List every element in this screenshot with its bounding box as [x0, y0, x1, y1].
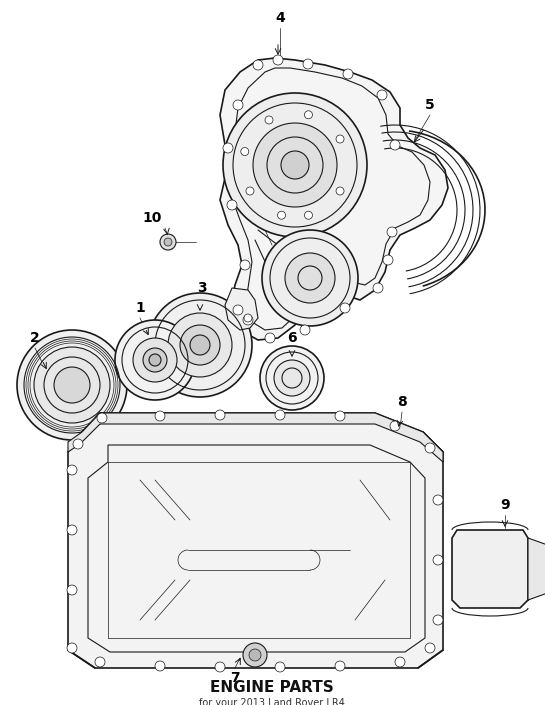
- Text: 1: 1: [135, 301, 145, 315]
- Circle shape: [223, 93, 367, 237]
- Circle shape: [275, 662, 285, 672]
- Circle shape: [67, 585, 77, 595]
- Polygon shape: [528, 538, 545, 600]
- Polygon shape: [452, 530, 528, 608]
- Circle shape: [67, 465, 77, 475]
- Circle shape: [390, 421, 400, 431]
- Circle shape: [277, 212, 286, 219]
- Circle shape: [390, 140, 400, 150]
- Circle shape: [148, 293, 252, 397]
- Circle shape: [17, 330, 127, 440]
- Circle shape: [340, 303, 350, 313]
- Circle shape: [180, 325, 220, 365]
- Circle shape: [253, 60, 263, 70]
- Circle shape: [425, 443, 435, 453]
- Circle shape: [281, 151, 309, 179]
- Circle shape: [335, 661, 345, 671]
- Circle shape: [262, 230, 358, 326]
- Circle shape: [305, 212, 312, 219]
- Circle shape: [164, 238, 172, 246]
- Circle shape: [249, 649, 261, 661]
- Text: 9: 9: [500, 498, 510, 512]
- Text: 3: 3: [197, 281, 207, 295]
- Circle shape: [377, 90, 387, 100]
- Circle shape: [300, 325, 310, 335]
- Circle shape: [253, 123, 337, 207]
- Circle shape: [155, 411, 165, 421]
- Circle shape: [115, 320, 195, 400]
- Circle shape: [265, 333, 275, 343]
- Polygon shape: [68, 413, 443, 668]
- Circle shape: [274, 360, 310, 396]
- Circle shape: [95, 657, 105, 667]
- Circle shape: [168, 313, 232, 377]
- Circle shape: [265, 116, 273, 124]
- Text: 6: 6: [287, 331, 297, 345]
- Circle shape: [343, 69, 353, 79]
- Circle shape: [433, 495, 443, 505]
- Circle shape: [387, 227, 397, 237]
- Circle shape: [373, 283, 383, 293]
- Circle shape: [34, 347, 110, 423]
- Circle shape: [215, 662, 225, 672]
- Circle shape: [243, 315, 253, 325]
- Circle shape: [54, 367, 90, 403]
- Circle shape: [143, 348, 167, 372]
- Circle shape: [233, 100, 243, 110]
- Text: 2: 2: [30, 331, 40, 345]
- Polygon shape: [68, 413, 443, 462]
- Text: 8: 8: [397, 395, 407, 409]
- Circle shape: [149, 354, 161, 366]
- Circle shape: [227, 200, 237, 210]
- Circle shape: [133, 338, 177, 382]
- Circle shape: [305, 111, 312, 118]
- Circle shape: [160, 234, 176, 250]
- Circle shape: [433, 615, 443, 625]
- Text: 5: 5: [425, 98, 435, 112]
- Circle shape: [433, 555, 443, 565]
- Text: 7: 7: [230, 671, 240, 685]
- Circle shape: [285, 253, 335, 303]
- Text: 10: 10: [142, 211, 162, 225]
- Circle shape: [425, 643, 435, 653]
- Circle shape: [275, 410, 285, 420]
- Circle shape: [67, 525, 77, 535]
- Circle shape: [73, 439, 83, 449]
- Circle shape: [215, 410, 225, 420]
- Circle shape: [395, 657, 405, 667]
- Text: ENGINE PARTS: ENGINE PARTS: [210, 680, 334, 695]
- Text: for your 2013 Land Rover LR4: for your 2013 Land Rover LR4: [199, 698, 345, 705]
- Circle shape: [233, 305, 243, 315]
- Circle shape: [97, 413, 107, 423]
- Polygon shape: [225, 288, 258, 330]
- Circle shape: [241, 147, 249, 156]
- Circle shape: [243, 643, 267, 667]
- Circle shape: [246, 187, 254, 195]
- Circle shape: [67, 643, 77, 653]
- Circle shape: [260, 346, 324, 410]
- Circle shape: [223, 143, 233, 153]
- Circle shape: [240, 260, 250, 270]
- Circle shape: [335, 411, 345, 421]
- Circle shape: [383, 255, 393, 265]
- Circle shape: [190, 335, 210, 355]
- Circle shape: [303, 59, 313, 69]
- Text: 4: 4: [275, 11, 285, 25]
- Circle shape: [336, 135, 344, 143]
- Circle shape: [244, 314, 252, 322]
- Polygon shape: [220, 58, 448, 340]
- Circle shape: [336, 187, 344, 195]
- Circle shape: [155, 661, 165, 671]
- Circle shape: [273, 55, 283, 65]
